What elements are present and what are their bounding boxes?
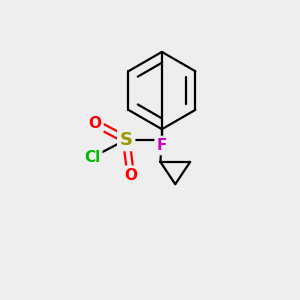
Text: O: O [124, 168, 137, 183]
Text: S: S [120, 130, 133, 148]
Text: Cl: Cl [84, 150, 100, 165]
Text: F: F [157, 138, 167, 153]
Text: O: O [88, 116, 101, 131]
